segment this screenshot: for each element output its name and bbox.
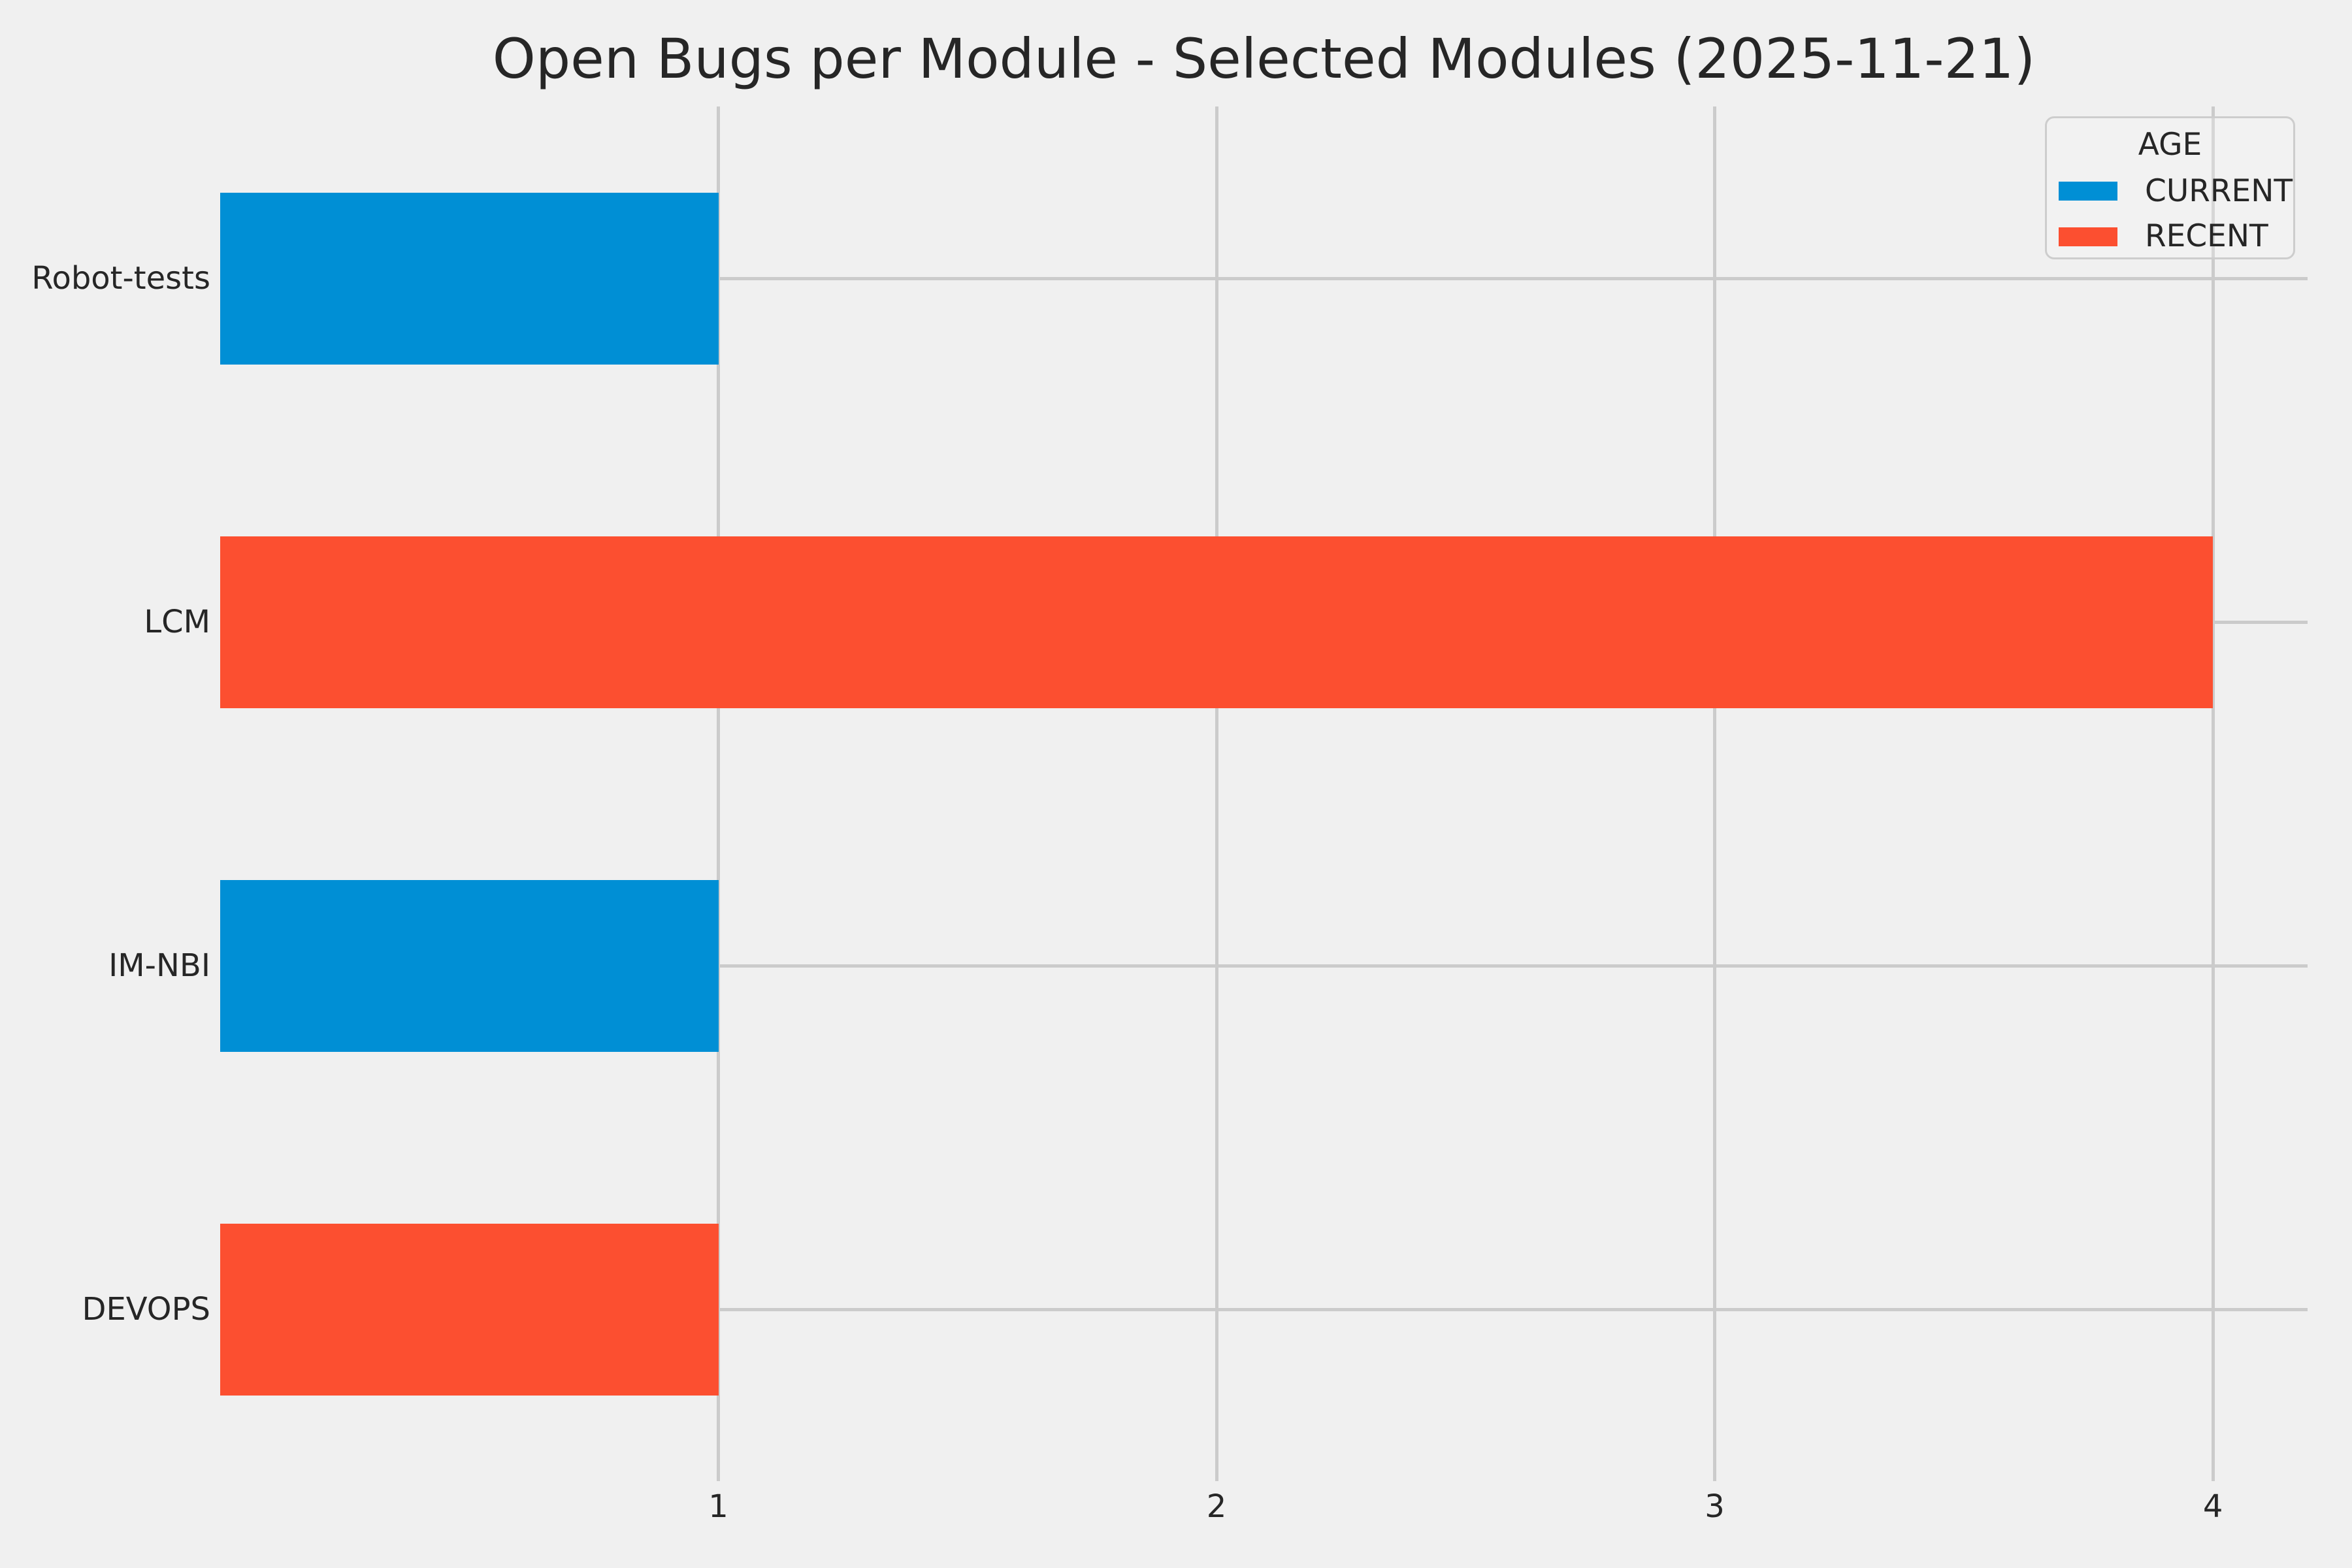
legend-label-current: CURRENT [2145, 172, 2293, 209]
gridline-x-4 [2211, 106, 2215, 1481]
y-tick-label: Robot-tests [31, 260, 210, 297]
gridline-x-3 [1713, 106, 1717, 1481]
legend-swatch-recent [2059, 227, 2117, 246]
legend-entry-current: CURRENT [2059, 173, 2293, 210]
x-tick-label: 4 [2202, 1488, 2223, 1525]
chart-title: Open Bugs per Module - Selected Modules … [492, 27, 2036, 91]
plot-area [220, 106, 2308, 1481]
y-tick-label: IM-NBI [108, 947, 210, 984]
x-axis-labels: 1 2 3 4 [220, 1488, 2308, 1541]
x-tick-label: 2 [1206, 1488, 1227, 1525]
legend-title: AGE [2138, 127, 2202, 163]
gridline-x-1 [717, 106, 721, 1481]
legend-swatch-current [2059, 182, 2117, 201]
y-tick-label: LCM [144, 604, 210, 640]
gridline-y-robot-tests [220, 276, 2308, 280]
y-tick-label: DEVOPS [82, 1291, 210, 1328]
bar-lcm [220, 536, 2213, 708]
bar-robot-tests [220, 192, 719, 365]
gridline-x-2 [1215, 106, 1218, 1481]
bar-devops [220, 1223, 719, 1396]
bar-im-nbi [220, 879, 719, 1052]
y-axis-labels: Robot-tests LCM IM-NBI DEVOPS [0, 106, 210, 1481]
legend-entry-recent: RECENT [2059, 218, 2281, 255]
x-tick-label: 1 [708, 1488, 728, 1525]
legend-label-recent: RECENT [2145, 218, 2268, 255]
x-tick-label: 3 [1705, 1488, 1725, 1525]
gridline-y-im-nbi [220, 964, 2308, 968]
legend: AGE CURRENT RECENT [2045, 116, 2295, 259]
gridline-y-devops [220, 1307, 2308, 1311]
